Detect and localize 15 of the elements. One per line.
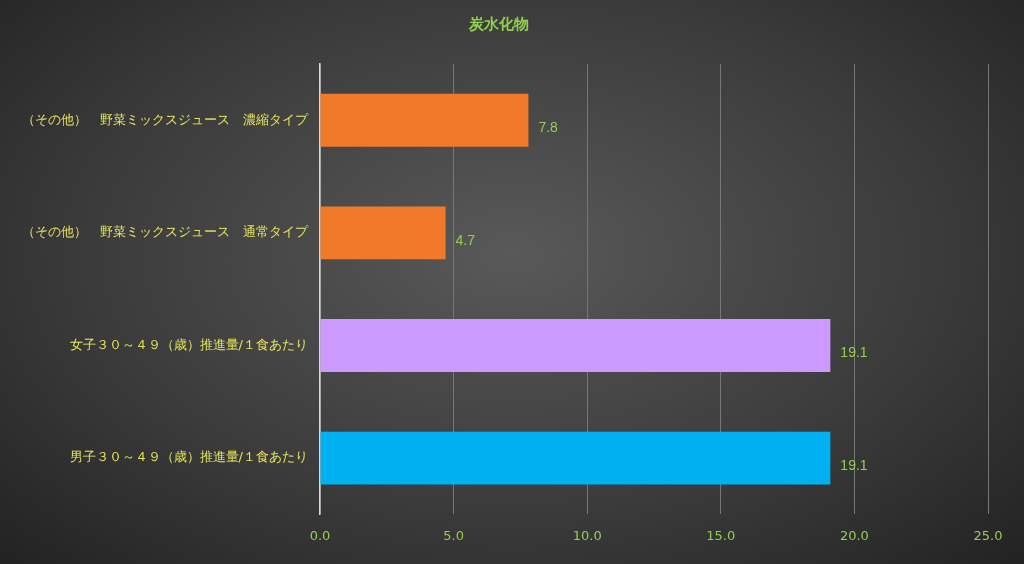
x-tick-label: 10.0	[572, 527, 602, 543]
x-tick-label: 5.0	[443, 527, 464, 543]
x-tick-label: 25.0	[973, 527, 1003, 543]
y-tick-label: （その他） 野菜ミックスジュース 濃縮タイプ	[22, 111, 309, 127]
y-tick-label: 男子３０～４９（歳）推進量/１食あたり	[69, 449, 308, 465]
data-label: 7.8	[538, 119, 559, 136]
chart-title: 炭水化物	[468, 14, 529, 33]
data-label: 19.1	[840, 456, 868, 473]
data-label: 19.1	[840, 344, 868, 361]
x-tick-label: 15.0	[706, 527, 736, 543]
data-label: 4.7	[455, 231, 476, 248]
x-tick-label: 0.0	[309, 527, 331, 543]
y-tick-label: （その他） 野菜ミックスジュース 通常タイプ	[22, 224, 309, 240]
x-tick-label: 20.0	[839, 527, 869, 543]
y-tick-label: 女子３０～４９（歳）推進量/１食あたり	[69, 336, 308, 352]
